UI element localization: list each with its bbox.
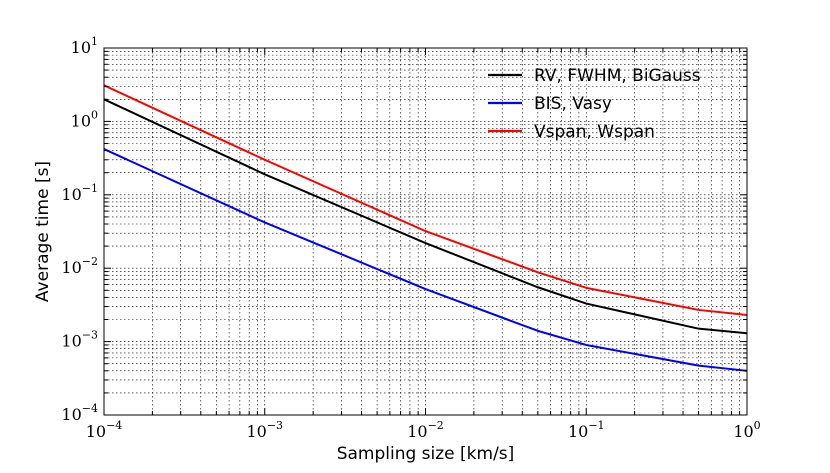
y-tick-label-exponent: 0	[91, 108, 98, 121]
x-tick-label: 10−1	[568, 419, 605, 441]
y-tick-label-exponent: −4	[82, 402, 98, 415]
series-lines	[103, 84, 748, 372]
x-tick-label-base: 10	[246, 422, 266, 441]
x-tick-label-base: 10	[407, 422, 427, 441]
x-tick-label-exponent: 0	[754, 419, 761, 432]
legend-entry-label: BIS, Vasy	[534, 94, 612, 114]
y-tick-label: 101	[71, 35, 98, 57]
y-tick-label: 10−1	[61, 182, 98, 204]
tick-labels: 10−4 10−3 10−2 10−1 10010−410−310−210−110010…	[61, 35, 760, 441]
legend: RV, FWHM, BiGauss BIS, Vasy Vspan, Wspan	[488, 66, 701, 142]
x-tick-label-base: 10	[733, 422, 753, 441]
x-tick-label-exponent: −1	[588, 419, 604, 432]
series-line	[103, 98, 748, 335]
x-tick-label: 10−4	[86, 419, 123, 441]
y-tick-label-exponent: −1	[82, 182, 98, 195]
legend-entry-label: RV, FWHM, BiGauss	[534, 66, 701, 86]
y-tick-label: 100	[71, 108, 98, 130]
y-axis-label: Average time [s]	[33, 161, 53, 302]
x-tick-label-exponent: −2	[428, 419, 444, 432]
series-line	[103, 148, 748, 372]
y-tick-label-exponent: −2	[82, 255, 98, 268]
y-tick-label-base: 10	[61, 258, 81, 277]
x-tick-label-base: 10	[86, 422, 106, 441]
y-tick-label-base: 10	[61, 185, 81, 204]
y-tick-label-exponent: −3	[82, 329, 98, 342]
grid	[104, 48, 747, 415]
legend-entry-label: Vspan, Wspan	[534, 122, 655, 142]
y-tick-label-base: 10	[71, 111, 91, 130]
y-tick-label-base: 10	[61, 405, 81, 424]
y-tick-label: 10−4	[61, 402, 98, 424]
y-tick-label: 10−3	[61, 329, 98, 351]
y-tick-label-base: 10	[71, 38, 91, 57]
x-tick-label: 100	[733, 419, 760, 441]
x-tick-label-exponent: −4	[106, 419, 122, 432]
x-tick-label: 10−2	[407, 419, 444, 441]
axis-ticks	[103, 47, 748, 416]
series-line	[103, 84, 748, 317]
y-tick-label-base: 10	[61, 332, 81, 351]
x-tick-label: 10−3	[246, 419, 283, 441]
y-tick-label: 10−2	[61, 255, 98, 277]
x-tick-label-exponent: −3	[267, 419, 283, 432]
x-tick-label-base: 10	[568, 422, 588, 441]
y-tick-label-exponent: 1	[91, 35, 98, 48]
x-axis-label: Sampling size [km/s]	[337, 444, 515, 464]
